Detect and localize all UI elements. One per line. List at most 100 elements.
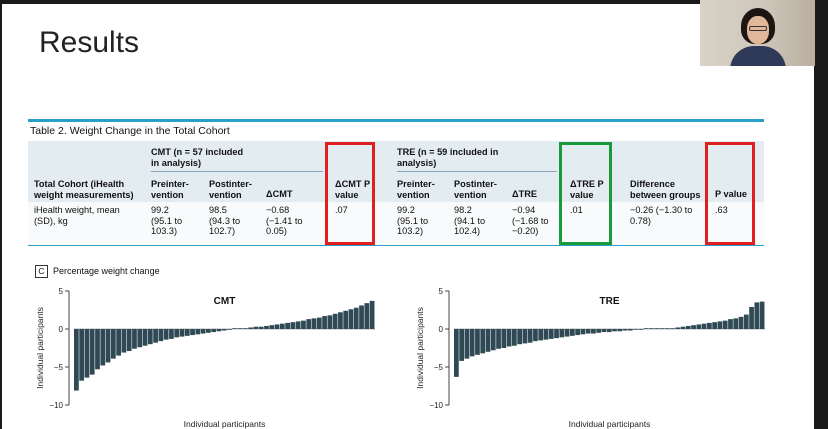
bar — [670, 328, 675, 329]
col-p-value: P value — [715, 189, 748, 199]
tre-p-value: .01 — [570, 205, 583, 215]
col-cmt-post: Postinter-vention — [209, 179, 252, 200]
bar — [675, 327, 681, 329]
bar — [348, 309, 354, 329]
bar — [454, 329, 459, 377]
x-axis-label: Individual participants — [569, 419, 651, 429]
col-difference: Difference between groups — [630, 179, 701, 200]
cmt-pre-value: 99.2 (95.1 to 103.3) — [151, 205, 183, 236]
bar — [759, 301, 765, 329]
bar — [242, 328, 248, 329]
bar — [691, 325, 696, 329]
bar — [137, 329, 143, 348]
webcam-thumbnail[interactable] — [700, 0, 815, 66]
col-tre-pre: Preinter-vention — [397, 179, 435, 200]
bar — [459, 329, 465, 361]
bar — [279, 323, 285, 329]
bar — [490, 329, 496, 351]
bar — [638, 329, 644, 330]
y-tick-label: 0 — [439, 325, 444, 334]
bar — [664, 328, 670, 329]
bar — [227, 329, 232, 330]
bar — [74, 329, 79, 391]
bar — [591, 329, 596, 334]
bar — [179, 329, 185, 337]
bar — [147, 329, 153, 345]
bar — [190, 329, 195, 336]
presentation-slide: Results Table 2. Weight Change in the To… — [2, 4, 814, 429]
tre-pre-value: 99.2 (95.1 to 103.2) — [397, 205, 429, 236]
cmt-bar-chart: CMT Individual participants Individual par… — [35, 287, 375, 429]
col-dtre: ΔTRE — [512, 189, 537, 199]
bar — [232, 328, 238, 329]
bar — [237, 328, 243, 329]
bar — [480, 329, 486, 354]
col-tre-post: Postinter-vention — [454, 179, 497, 200]
bar — [527, 329, 533, 343]
y-tick-label: 5 — [439, 287, 444, 296]
table-header — [28, 141, 764, 202]
bar — [311, 318, 317, 329]
bar — [496, 329, 501, 349]
bar — [174, 329, 180, 338]
cmt-delta-value: −0.68 (−1.41 to 0.05) — [266, 205, 303, 236]
y-tick-label: −10 — [49, 401, 63, 410]
bar — [517, 329, 522, 345]
bar — [142, 329, 148, 346]
bar — [728, 319, 733, 329]
bar — [506, 329, 512, 347]
bar — [575, 329, 580, 336]
panel-letter-badge: C — [35, 265, 48, 278]
bar — [554, 329, 559, 339]
y-tick-label: 0 — [59, 325, 64, 334]
bar — [105, 329, 111, 363]
bar — [290, 322, 296, 329]
bar — [659, 328, 665, 329]
bar — [522, 329, 528, 344]
col-dcmt: ΔCMT — [266, 189, 293, 199]
highlight-box-tre-p — [559, 142, 612, 245]
webcam-presenter-glasses — [749, 26, 767, 31]
bar — [564, 329, 570, 337]
bar — [617, 329, 623, 332]
bar — [501, 329, 507, 348]
bar — [738, 316, 744, 329]
bar — [569, 329, 575, 336]
bar — [538, 329, 544, 341]
y-axis-label: Individual participants — [415, 307, 425, 389]
bar — [353, 307, 359, 329]
bar — [84, 329, 90, 378]
bar — [580, 329, 586, 335]
p-value: .63 — [715, 205, 728, 215]
bar — [627, 329, 633, 331]
bar — [707, 322, 712, 329]
bar — [163, 329, 169, 340]
cmt-post-value: 98.5 (94.3 to 102.7) — [209, 205, 241, 236]
bar — [95, 329, 100, 370]
bar — [121, 329, 127, 353]
tre-group-underline — [397, 171, 557, 172]
y-tick-label: −5 — [434, 363, 444, 372]
bar — [701, 323, 707, 329]
webcam-presenter-shirt — [730, 46, 786, 66]
bar — [211, 329, 217, 333]
bar — [717, 321, 723, 329]
y-axis-label: Individual participants — [35, 307, 45, 389]
bar — [469, 329, 475, 357]
bar — [79, 329, 85, 381]
table-body — [28, 202, 764, 246]
bar — [649, 328, 654, 329]
bar — [264, 325, 269, 329]
bar — [126, 329, 132, 352]
bar — [206, 329, 211, 333]
bar — [116, 329, 121, 356]
bar — [601, 329, 607, 333]
bar — [200, 329, 206, 334]
bar — [543, 329, 549, 340]
bar — [216, 329, 222, 332]
bar — [221, 329, 227, 331]
bar — [316, 317, 322, 329]
bar — [511, 329, 517, 346]
